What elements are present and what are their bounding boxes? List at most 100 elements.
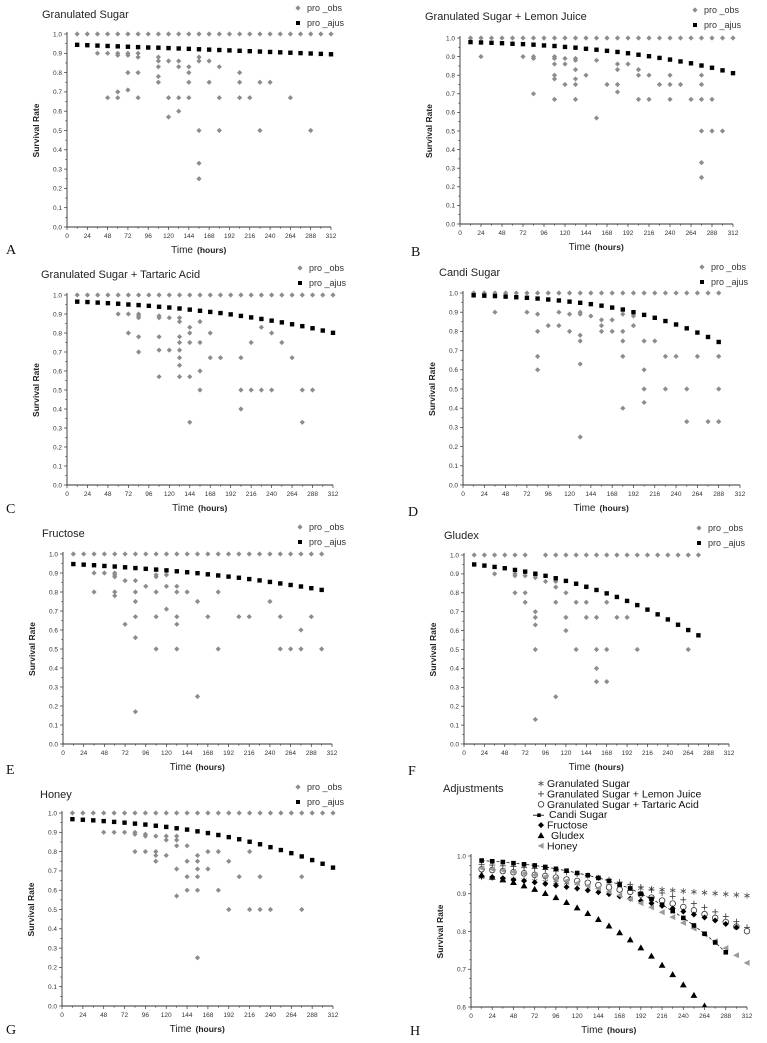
data-point-asterisk [669,887,676,894]
data-point-obs [522,573,528,579]
x-tick-label: 216 [244,750,255,757]
data-point-ajus [318,51,324,57]
data-point-obs [685,552,691,558]
data-point-obs [156,334,162,340]
data-point-square [564,868,569,874]
data-point-obs [163,606,170,612]
data-point-obs [115,292,121,298]
data-point-ajus [695,330,700,335]
data-point-obs [153,574,159,580]
x-tick-label: 0 [458,230,462,237]
x-tick-label: 168 [205,491,216,498]
data-point-square [489,858,495,864]
data-point-obs [330,292,336,298]
data-point-obs [308,31,314,37]
data-point-obs [247,31,253,37]
data-point-square [670,908,675,914]
data-point-plus [659,889,666,896]
legend-marker-group [537,832,545,839]
y-tick-label: 0.7 [53,349,62,356]
data-point-ajus [132,821,138,826]
data-point-ajus [288,582,293,588]
data-point-ajus [646,54,652,59]
data-point-obs [122,621,128,627]
data-point-obs [165,31,172,37]
data-point-obs [319,810,326,816]
data-point-obs [532,622,538,628]
legend-marker-ajus [296,800,300,804]
data-point-ajus [330,865,336,870]
data-point-obs [174,614,180,620]
y-tick-label: 0.8 [450,590,459,597]
y-tick-label: 0.2 [446,184,455,191]
data-point-obs [614,614,620,620]
data-point-obs [176,31,182,37]
x-axis-label: Time [170,1024,192,1035]
data-point-obs [609,328,615,334]
data-point-obs [635,96,642,102]
y-tick-label: 1.0 [48,810,57,817]
data-point-obs [194,810,201,816]
data-point-obs [176,334,183,340]
asterisk-stroke [680,889,687,893]
data-point-ajus [503,294,508,299]
legend-marker-ajus [296,21,300,25]
data-point-ajus [696,633,701,638]
data-point-ajus [95,43,100,48]
x-tick-label: 168 [607,491,618,498]
data-point-obs [174,843,180,849]
y-axis-label: Survival Rate [427,362,437,416]
data-point-obs [194,874,201,880]
data-point-obs [74,292,80,298]
data-point-obs [299,874,305,880]
data-point-obs [577,290,583,296]
data-point-obs [132,849,138,855]
data-point-obs [513,290,519,296]
x-tick-label: 0 [461,491,465,498]
data-point-obs [532,575,538,581]
data-point-obs [530,55,537,62]
data-point-triangle [626,936,634,943]
legend-label-obs: pro _obs [309,522,345,532]
data-point-ajus [478,40,484,45]
data-point-obs [577,434,583,440]
data-point-triangle [648,952,655,959]
x-tick-label: 192 [623,230,634,237]
data-point-obs [197,387,203,393]
data-point-obs [644,552,651,558]
y-axis-label: Survival Rate [428,622,438,676]
data-point-ajus [184,827,190,832]
data-point-obs [716,290,722,296]
data-point-obs [524,290,530,296]
panel-b: 0 24 48 72 96 120 144 168 192 216 240 264 288 312 0.0 0… [411,5,742,260]
data-point-ajus [583,46,589,51]
x-tick-label: 312 [724,750,735,757]
x-tick-label: 24 [84,233,92,240]
data-point-obs [225,551,232,557]
data-point-obs [115,52,121,58]
data-point-ajus [184,570,190,575]
data-point-obs [257,31,263,37]
data-point-triangle-left [722,945,729,952]
data-point-ajus [136,302,141,308]
data-point-diamond [531,879,538,886]
data-point-ajus [588,301,594,307]
data-point-circle [605,884,613,891]
legend-label-obs: pro _obs [307,3,343,13]
data-point-triangle [541,889,549,896]
data-point-diamond [574,885,581,892]
data-point-obs [716,386,722,392]
data-point-obs [545,323,551,329]
x-axis-label: Time [170,762,192,773]
data-point-obs [165,95,172,101]
data-point-obs [101,829,107,835]
data-point-obs [184,858,190,864]
data-point-obs [573,646,579,653]
asterisk-stroke [712,891,718,896]
data-point-obs [635,67,642,73]
data-point-obs [609,290,615,296]
data-point-ajus [122,565,128,570]
x-tick-label: 312 [328,1012,339,1019]
data-point-obs [553,584,559,590]
x-tick-label: 24 [84,491,92,498]
